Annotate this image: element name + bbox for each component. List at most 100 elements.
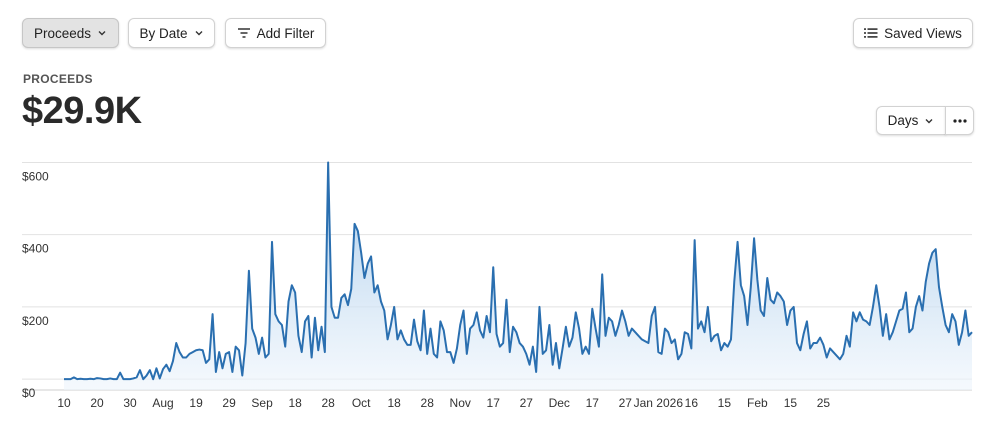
data-point xyxy=(941,306,943,308)
add-filter-label: Add Filter xyxy=(256,25,315,41)
data-point xyxy=(885,313,887,315)
y-tick-label: $400 xyxy=(22,242,49,256)
data-point xyxy=(430,328,432,330)
data-point xyxy=(806,320,808,322)
data-point xyxy=(96,377,98,379)
data-point xyxy=(63,378,65,380)
data-point xyxy=(354,223,356,225)
data-point xyxy=(479,329,481,331)
proceeds-dropdown[interactable]: Proceeds xyxy=(22,18,119,48)
data-point xyxy=(624,320,626,322)
data-point xyxy=(938,286,940,288)
data-point xyxy=(205,362,207,364)
data-point xyxy=(631,328,633,330)
data-point xyxy=(208,358,210,360)
data-point xyxy=(826,356,828,358)
data-point xyxy=(776,291,778,293)
chevron-down-icon xyxy=(925,118,933,123)
data-point xyxy=(235,346,237,348)
data-point xyxy=(723,342,725,344)
data-point xyxy=(179,351,181,353)
data-point xyxy=(489,331,491,333)
data-point xyxy=(113,378,115,380)
data-point xyxy=(225,353,227,355)
data-point xyxy=(423,310,425,312)
data-point xyxy=(373,291,375,293)
data-point xyxy=(684,331,686,333)
data-point xyxy=(730,338,732,340)
data-point xyxy=(380,301,382,303)
by-date-dropdown[interactable]: By Date xyxy=(128,18,215,48)
saved-views-button[interactable]: Saved Views xyxy=(853,18,973,48)
data-point xyxy=(109,377,111,379)
data-point xyxy=(169,370,171,372)
data-point xyxy=(228,351,230,353)
data-point xyxy=(192,351,194,353)
data-point xyxy=(832,351,834,353)
data-point xyxy=(667,331,669,333)
data-point xyxy=(261,337,263,339)
data-point xyxy=(80,378,82,380)
data-point xyxy=(251,328,253,330)
data-point xyxy=(466,353,468,355)
x-tick-label: 18 xyxy=(288,396,302,410)
data-point xyxy=(905,291,907,293)
chevron-down-icon xyxy=(98,31,106,36)
data-point xyxy=(641,338,643,340)
data-point xyxy=(116,378,118,380)
more-options-button[interactable] xyxy=(945,106,974,135)
data-point xyxy=(307,315,309,317)
x-axis: 10 20 30 Aug 19 29 Sep 18 28 Oct 18 28 Nov 17 27 Dec 17 2… xyxy=(57,396,830,410)
data-point xyxy=(813,342,815,344)
data-point xyxy=(964,310,966,312)
data-point xyxy=(314,317,316,319)
data-point xyxy=(505,299,507,301)
data-point xyxy=(763,315,765,317)
data-point xyxy=(935,248,937,250)
data-point xyxy=(628,335,630,337)
data-point xyxy=(915,306,917,308)
data-point xyxy=(842,353,844,355)
data-point xyxy=(849,346,851,348)
data-point xyxy=(459,324,461,326)
data-point xyxy=(347,304,349,306)
data-point xyxy=(284,346,286,348)
data-point xyxy=(657,351,659,353)
data-point xyxy=(783,301,785,303)
data-point xyxy=(456,347,458,349)
data-point xyxy=(231,371,233,373)
data-point xyxy=(690,347,692,349)
data-point xyxy=(793,306,795,308)
data-point xyxy=(330,306,332,308)
data-point xyxy=(789,310,791,312)
add-filter-button[interactable]: Add Filter xyxy=(225,18,326,48)
data-point xyxy=(819,337,821,339)
data-point xyxy=(248,270,250,272)
data-point xyxy=(119,372,121,374)
filter-icon xyxy=(237,28,250,38)
data-point xyxy=(770,299,772,301)
data-point xyxy=(912,328,914,330)
data-point xyxy=(406,344,408,346)
data-point xyxy=(862,319,864,321)
data-point xyxy=(221,367,223,369)
data-point xyxy=(581,353,583,355)
data-point xyxy=(446,351,448,353)
data-point xyxy=(367,263,369,265)
data-point xyxy=(839,358,841,360)
data-point xyxy=(746,324,748,326)
chevron-down-icon xyxy=(195,31,203,36)
data-point xyxy=(713,335,715,337)
data-point xyxy=(340,297,342,299)
data-point xyxy=(859,311,861,313)
data-point xyxy=(545,349,547,351)
data-point xyxy=(73,376,75,378)
x-tick-label: 29 xyxy=(222,396,236,410)
data-point xyxy=(304,320,306,322)
data-point xyxy=(403,338,405,340)
data-point xyxy=(525,353,527,355)
data-point xyxy=(274,313,276,315)
data-point xyxy=(680,353,682,355)
range-dropdown[interactable]: Days xyxy=(876,106,946,135)
data-point xyxy=(70,378,72,380)
